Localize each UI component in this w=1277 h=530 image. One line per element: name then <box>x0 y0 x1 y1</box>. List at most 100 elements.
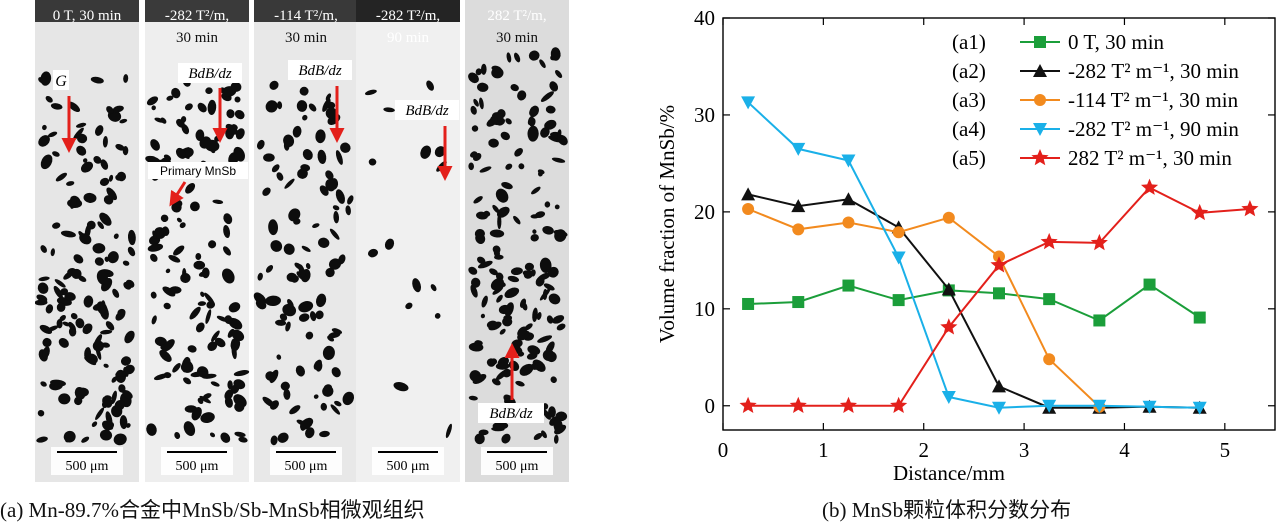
mnsb-particle <box>276 172 284 181</box>
mnsb-particle <box>58 393 71 405</box>
mnsb-particle <box>333 211 340 224</box>
data-point <box>839 396 857 413</box>
mnsb-particle <box>384 238 395 250</box>
mnsb-particle <box>37 282 49 294</box>
mnsb-particle <box>532 307 538 322</box>
mnsb-particle <box>313 394 319 399</box>
mnsb-particle <box>146 423 157 436</box>
mnsb-particle <box>532 229 537 234</box>
mnsb-particle <box>152 230 157 239</box>
mnsb-particle <box>553 434 559 444</box>
mnsb-particle <box>154 117 165 123</box>
legend-tag: (a5) <box>952 146 986 170</box>
mnsb-particle <box>325 170 334 180</box>
data-point <box>741 96 756 110</box>
data-point <box>1031 149 1049 166</box>
data-point <box>993 287 1005 300</box>
legend-tag: (a2) <box>952 59 986 83</box>
g-label-box <box>53 70 69 90</box>
mnsb-particle <box>368 248 378 258</box>
mnsb-particle <box>320 402 328 411</box>
mnsb-particle <box>255 299 267 310</box>
legend-label: 0 T, 30 min <box>1068 30 1165 54</box>
scale-bar-label: 500 μm <box>496 459 539 474</box>
mnsb-particle <box>319 430 330 438</box>
y-tick-label: 10 <box>694 297 715 321</box>
x-tick-label: 1 <box>818 438 829 462</box>
mnsb-particle <box>557 134 568 146</box>
mnsb-particle <box>368 158 377 166</box>
mnsb-particle <box>53 285 63 299</box>
mnsb-particle <box>322 98 331 112</box>
mnsb-particle <box>315 361 323 372</box>
series-a5 <box>739 178 1259 413</box>
mnsb-particle <box>544 119 557 130</box>
data-point <box>892 294 905 307</box>
mnsb-particle <box>305 427 315 439</box>
mnsb-particle <box>124 330 135 344</box>
data-point <box>1042 399 1057 413</box>
x-tick-label: 5 <box>1220 438 1231 462</box>
mnsb-particle <box>483 210 491 217</box>
micrograph-strip: -282 T²/m, 90 min 500 μm <box>356 0 460 482</box>
mnsb-particle <box>296 100 308 112</box>
mnsb-particle <box>179 222 186 229</box>
mnsb-particle <box>524 262 534 271</box>
mnsb-particle <box>325 178 336 192</box>
mnsb-particle <box>40 71 52 86</box>
mnsb-particle <box>468 72 479 84</box>
data-point <box>1090 233 1108 251</box>
mnsb-particle <box>42 346 50 359</box>
mnsb-particle <box>39 324 53 334</box>
mnsb-particle <box>315 129 326 144</box>
mnsb-particle <box>202 370 209 377</box>
mnsb-particle <box>486 117 498 127</box>
mnsb-particle <box>505 118 512 125</box>
mnsb-particle <box>548 293 561 305</box>
mnsb-particle <box>262 187 271 196</box>
strip-label: -114 T²/m, <box>274 8 338 24</box>
mnsb-particle <box>332 205 340 211</box>
mnsb-particle <box>325 93 332 101</box>
mnsb-particle <box>82 158 88 163</box>
mnsb-particle <box>222 268 235 284</box>
mnsb-particle <box>312 223 320 229</box>
data-point <box>1193 311 1206 324</box>
bdb-label-box <box>288 60 352 80</box>
mnsb-particle <box>315 310 324 320</box>
mnsb-particle <box>62 321 70 327</box>
mnsb-particle <box>63 270 74 280</box>
mnsb-particle <box>305 263 311 270</box>
mnsb-particle <box>195 322 205 333</box>
mnsb-particle <box>74 386 86 400</box>
mnsb-particle <box>298 313 310 322</box>
mnsb-particle <box>549 81 559 92</box>
strip-label-time: 30 min <box>285 30 328 46</box>
mnsb-particle <box>100 159 109 170</box>
mnsb-particle <box>541 430 547 439</box>
mnsb-particle <box>99 177 110 186</box>
data-point <box>1092 399 1107 413</box>
mnsb-particle <box>527 345 541 355</box>
mnsb-particle <box>347 195 354 205</box>
mnsb-particle <box>477 82 489 92</box>
mnsb-particle <box>473 98 479 107</box>
mnsb-particle <box>519 363 534 376</box>
x-axis-label: Distance/mm <box>893 461 1005 485</box>
mnsb-particle <box>479 97 484 110</box>
mnsb-particle <box>530 234 539 242</box>
mnsb-particle <box>546 351 557 363</box>
mnsb-particle <box>468 266 478 275</box>
mnsb-particle <box>210 381 220 387</box>
bdb-label: BdB/dz <box>298 63 341 79</box>
mnsb-particle <box>115 310 126 321</box>
mnsb-particle <box>546 315 554 324</box>
strip-header-shade <box>356 0 460 22</box>
mnsb-particle <box>95 407 105 420</box>
data-point <box>1043 293 1056 306</box>
mnsb-particle <box>317 149 327 165</box>
mnsb-particle <box>277 101 283 110</box>
mnsb-particle <box>328 258 342 270</box>
mnsb-particle <box>36 436 48 443</box>
mnsb-particle <box>434 146 446 158</box>
